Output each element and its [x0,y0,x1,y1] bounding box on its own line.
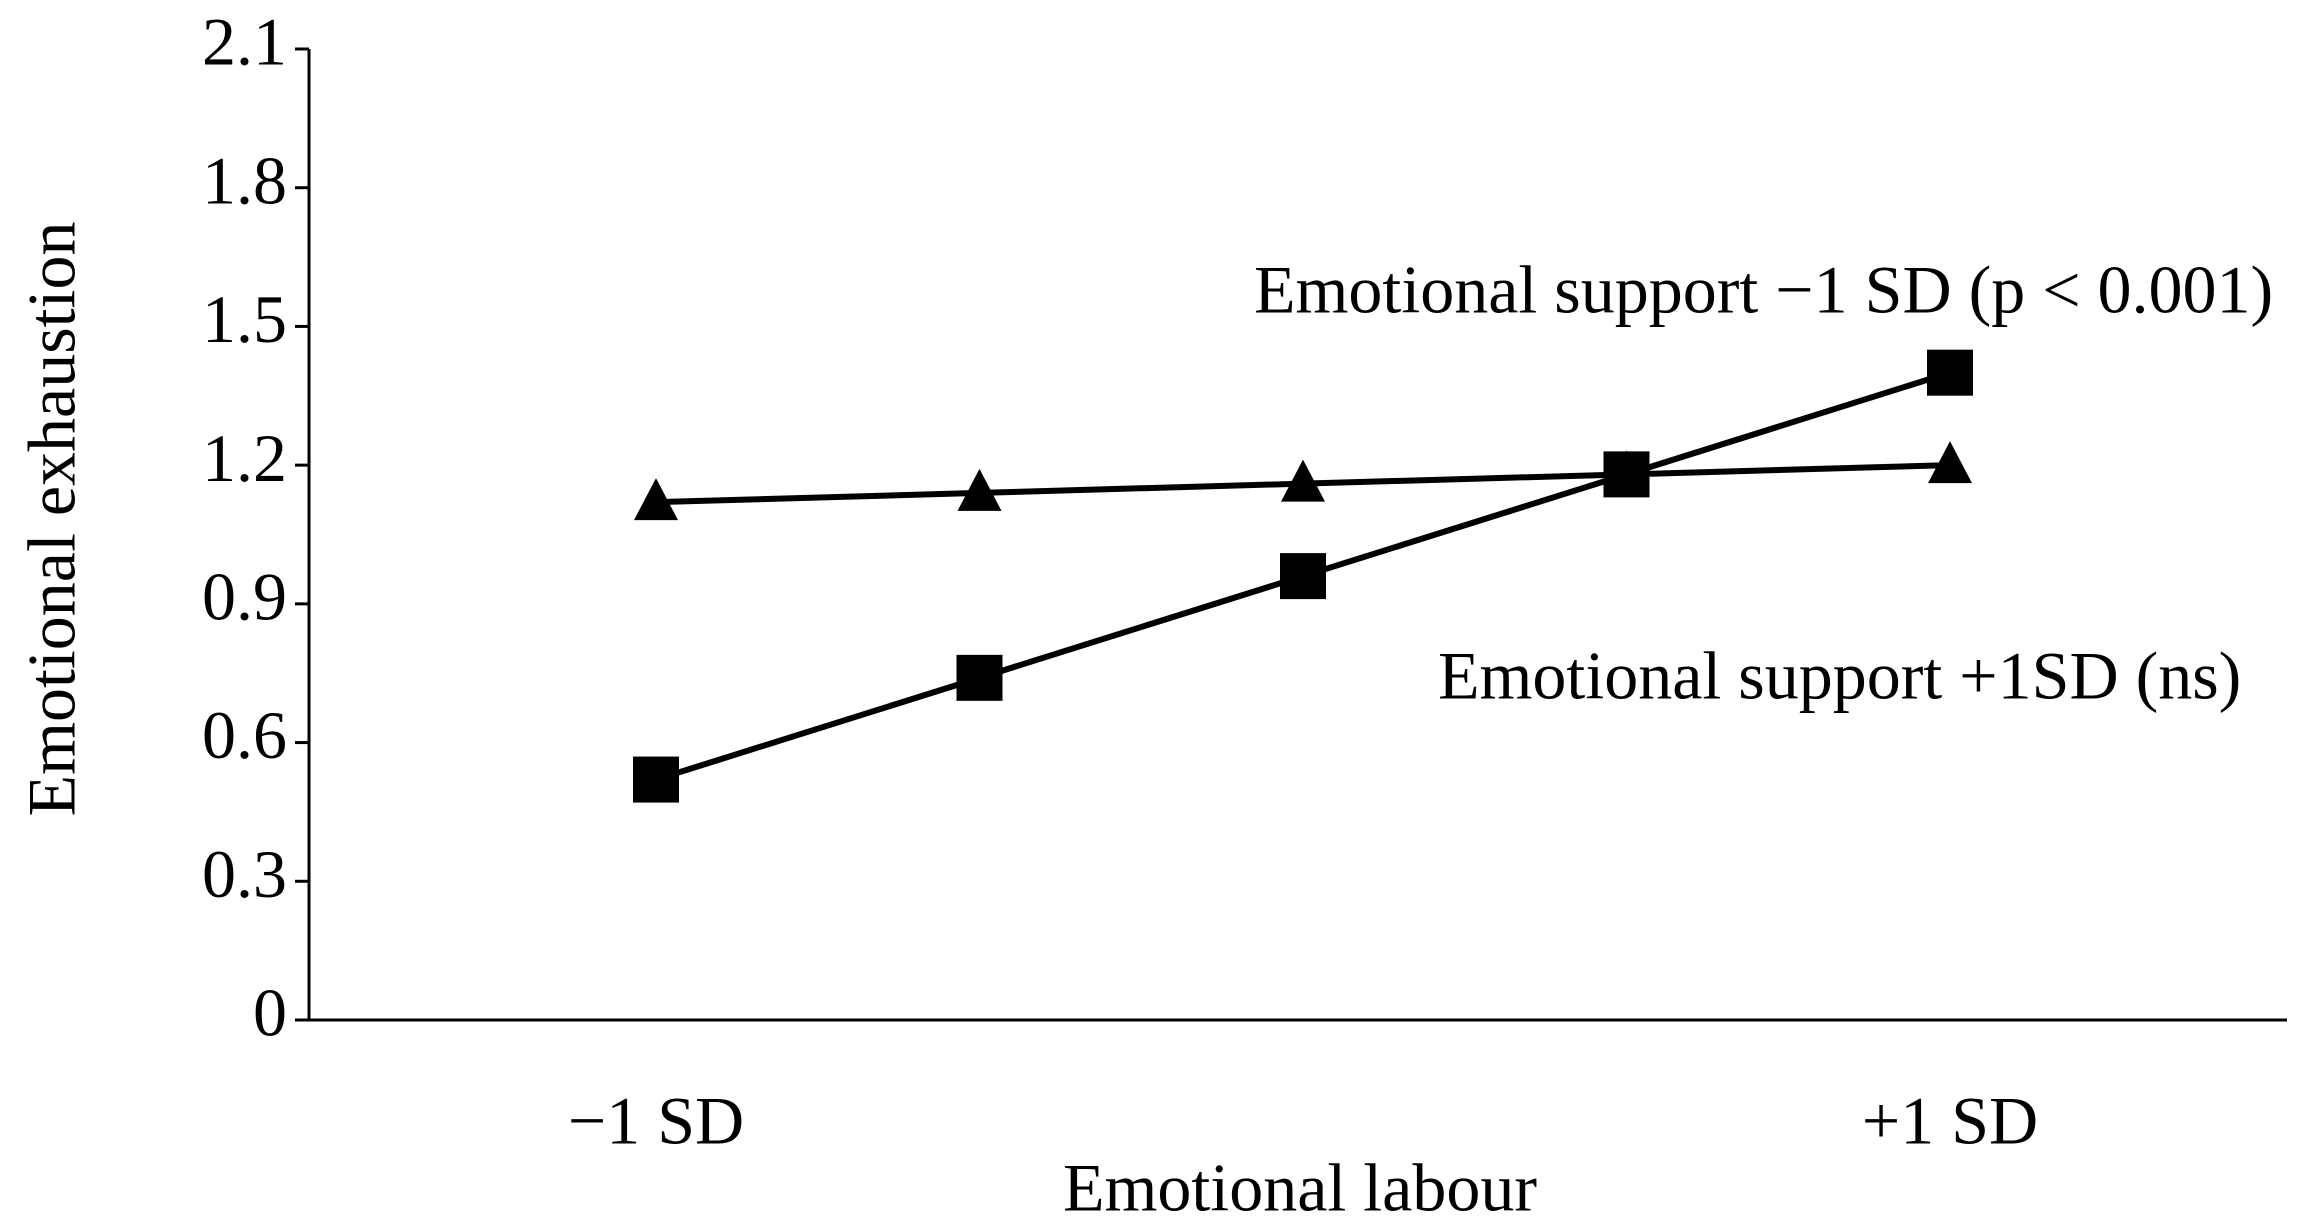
y-axis-title: Emotional exhaustion [14,222,90,817]
y-tick-label: 0.6 [202,697,287,773]
square-marker [1280,553,1326,600]
series-annotation: Emotional support −1 SD (p < 0.001) [1254,252,2273,328]
triangle-marker [1281,459,1325,502]
y-tick-label: 0.9 [202,558,287,634]
triangle-marker [1928,441,1972,484]
triangle-marker [1604,450,1649,493]
y-tick-label: 1.2 [202,420,287,496]
x-tick-label: −1 SD [568,1083,744,1159]
y-tick-label: 1.8 [202,142,287,218]
triangle-marker [634,478,678,521]
y-tick-label: 0.3 [202,836,287,912]
triangle-marker [957,468,1002,511]
square-marker [633,756,679,803]
series-annotation: Emotional support +1SD (ns) [1438,638,2241,714]
y-tick-label: 0 [253,975,287,1051]
x-tick-label: +1 SD [1862,1083,2038,1159]
square-marker [956,654,1003,701]
y-tick-label: 1.5 [202,281,287,357]
y-tick-label: 2.1 [202,4,287,80]
square-marker [1927,349,1973,396]
x-axis-title: Emotional labour [1063,1150,1537,1226]
